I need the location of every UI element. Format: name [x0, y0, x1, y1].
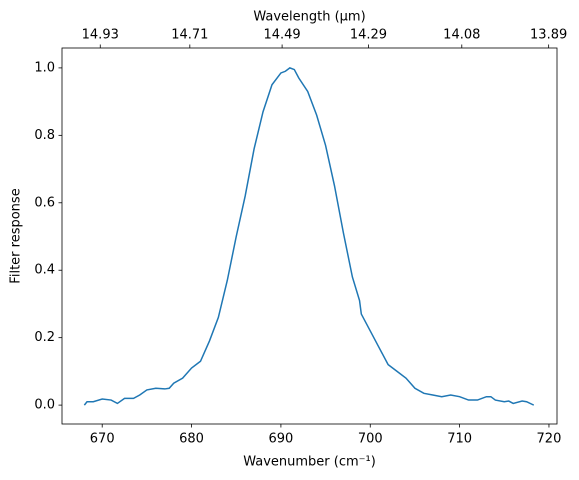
y-tick-label: 1.0 [34, 60, 55, 75]
x-tick-label: 670 [90, 432, 115, 447]
x-tick-label: 710 [447, 432, 472, 447]
x2-tick-label: 14.93 [82, 28, 119, 43]
x-axis-label: Wavenumber (cm⁻¹) [243, 455, 376, 470]
y-axis-label: Filter response [9, 188, 24, 283]
y-tick-label: 0.8 [34, 128, 55, 143]
y-tick-label: 0.6 [34, 195, 55, 210]
x2-tick-label: 13.89 [530, 28, 567, 43]
x2-tick-label: 14.08 [443, 28, 480, 43]
axes-frame [61, 47, 558, 425]
data-line [83, 67, 535, 406]
y-tick-label: 0.4 [34, 263, 55, 278]
x-tick-label: 680 [179, 432, 204, 447]
x2-tick-label: 14.71 [171, 28, 208, 43]
x-tick-label: 690 [268, 432, 293, 447]
x2-tick-label: 14.49 [263, 28, 300, 43]
x2-tick-label: 14.29 [350, 28, 387, 43]
y-tick-label: 0.0 [34, 398, 55, 413]
x-tick-label: 720 [537, 432, 562, 447]
y-tick-label: 0.2 [34, 330, 55, 345]
x2-axis-label: Wavelength (μm) [253, 10, 365, 25]
x-tick-label: 700 [358, 432, 383, 447]
